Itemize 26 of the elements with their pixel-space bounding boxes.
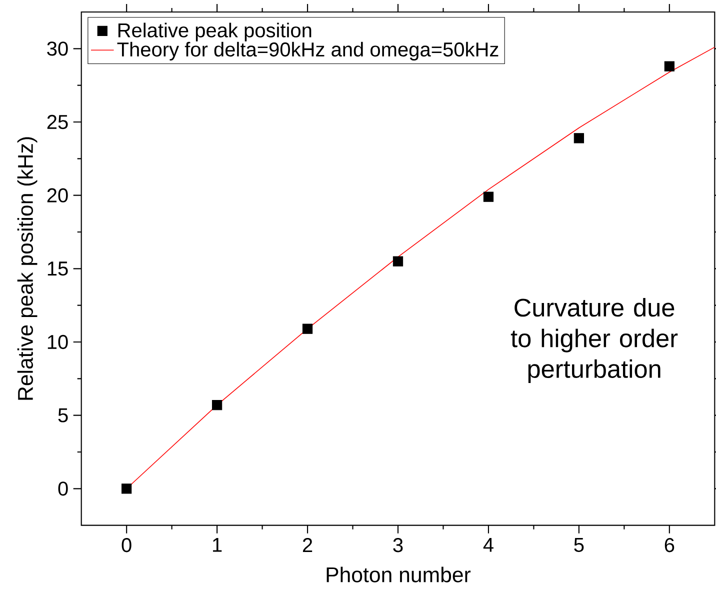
- y-tick-label: 5: [58, 408, 68, 422]
- point: [302, 324, 313, 334]
- y-tick-label: 10: [48, 335, 68, 350]
- legend-label: Relative peak position: [118, 22, 312, 42]
- x-tick-label: 5: [574, 538, 584, 552]
- point: [212, 400, 222, 410]
- x-tick-label: 2: [302, 538, 312, 552]
- y-axis-title: Relative peak position (kHz): [17, 137, 38, 400]
- x-tick-label: 6: [664, 538, 674, 552]
- point: [122, 484, 132, 494]
- x-tick-label: 4: [483, 538, 494, 552]
- y-tick-label: 20: [47, 188, 68, 203]
- point: [664, 61, 674, 72]
- annotation: Curvature due to higher order perturbation: [510, 298, 678, 384]
- point: [574, 133, 584, 144]
- y-tick-label: 0: [58, 482, 68, 496]
- point: [483, 192, 494, 202]
- x-axis-title: Photon number: [326, 566, 471, 583]
- x-tick-label: 0: [122, 538, 132, 552]
- y-tick-label: 25: [47, 115, 68, 130]
- x-tick-label: 3: [393, 538, 403, 552]
- y-tick-label: 30: [47, 42, 68, 56]
- x-tick-label: 1: [213, 538, 222, 552]
- y-tick-label: 15: [48, 262, 68, 276]
- point: [392, 256, 404, 267]
- legend-label: Theory for delta=90kHz and omega=50kHz: [117, 42, 498, 61]
